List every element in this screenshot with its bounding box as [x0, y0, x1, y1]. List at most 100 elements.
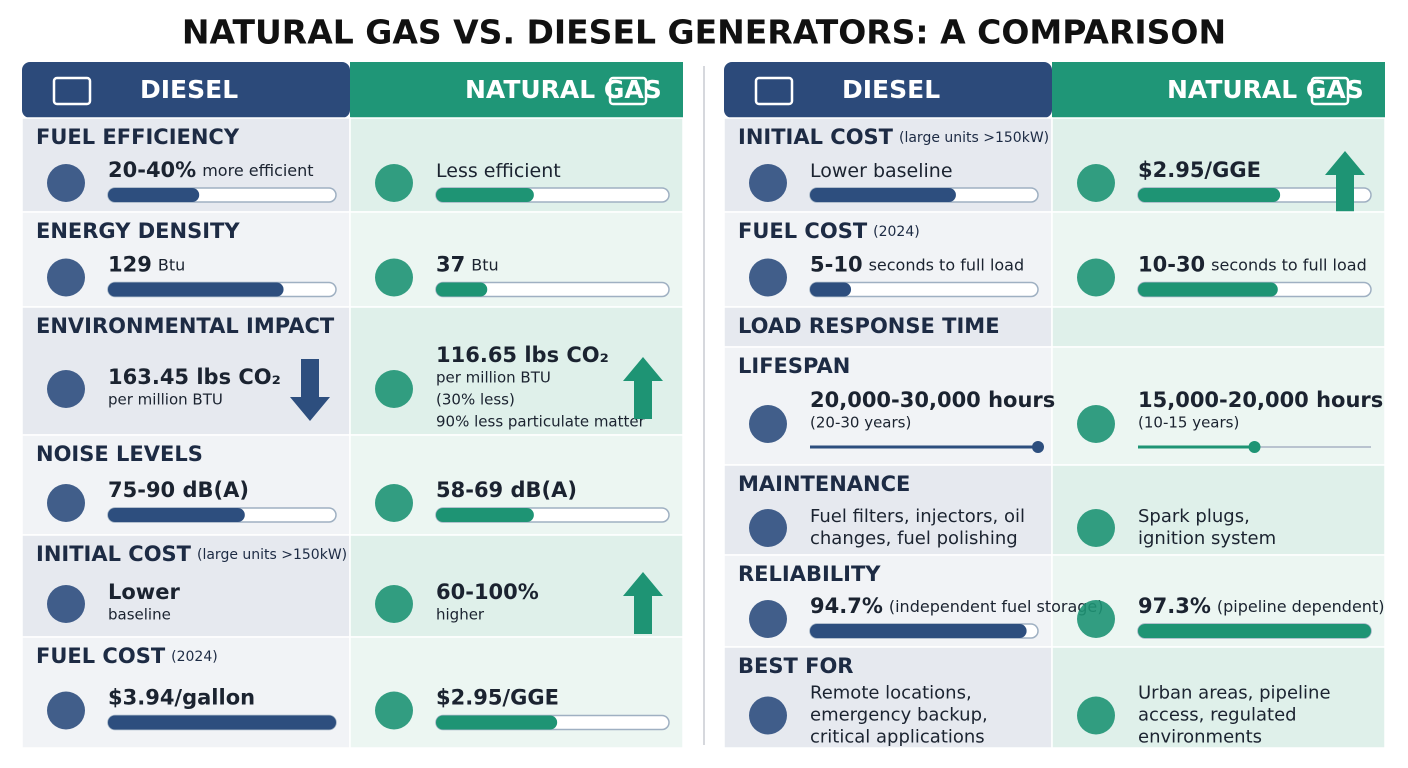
row-label: INITIAL COST (large units >150kW) — [738, 125, 1049, 149]
value-main: 10-30 — [1138, 253, 1205, 277]
trend-arrow — [623, 357, 663, 419]
cell-background — [1051, 346, 1386, 466]
value-main: 15,000-20,000 hours — [1138, 388, 1383, 412]
generator-icon — [52, 76, 92, 106]
value-main: 116.65 lbs CO₂ — [436, 343, 609, 367]
row-label-text: INITIAL COST — [738, 125, 894, 149]
icon — [47, 258, 85, 297]
icon — [375, 484, 413, 522]
value-main: $3.94/gallon — [108, 686, 255, 710]
trend-arrow — [290, 359, 330, 421]
icon — [47, 164, 85, 202]
row-label-text: LIFESPAN — [738, 354, 850, 378]
trend-arrow — [623, 572, 663, 634]
cell-line: 90% less particulate matter — [436, 413, 646, 431]
icon — [1077, 509, 1115, 547]
row-label: NOISE LEVELS — [36, 442, 203, 466]
icon — [47, 585, 85, 623]
cell-value: 60-100% — [436, 580, 539, 604]
row-label-note: (large units >150kW) — [197, 547, 347, 563]
cell-value: $3.94/gallon — [108, 686, 255, 710]
value-main: 5-10 — [810, 253, 863, 277]
row-label-text: ENERGY DENSITY — [36, 219, 240, 243]
cell-value: 20-40% more efficient — [108, 158, 314, 182]
icon — [47, 691, 85, 730]
cell-background — [723, 346, 1053, 466]
row-label: RELIABILITY — [738, 562, 881, 586]
cell-value: 15,000-20,000 hours — [1138, 388, 1383, 412]
value-text: more efficient — [202, 161, 313, 180]
cell-value: 129 Btu — [108, 253, 185, 277]
icon — [375, 258, 413, 297]
row-label: ENERGY DENSITY — [36, 219, 240, 243]
value-main: 37 — [436, 253, 465, 277]
cell-value: Lower baseline — [810, 160, 953, 182]
cell-background — [21, 534, 351, 638]
cell-value: 94.7% (independent fuel storage) — [810, 594, 1104, 618]
column-header — [350, 62, 683, 118]
cell-line: access, regulated — [1138, 705, 1297, 726]
cell-value: $2.95/GGE — [1138, 158, 1261, 182]
bar-fill — [810, 188, 956, 202]
row-label-text: FUEL EFFICIENCY — [36, 125, 240, 149]
generator-icon — [1310, 76, 1350, 106]
value-main: 58-69 dB(A) — [436, 478, 577, 502]
generator-icon — [608, 76, 648, 106]
value-main: 94.7% — [810, 594, 883, 618]
cell-value: 20,000-30,000 hours — [810, 388, 1055, 412]
row-label-text: ENVIRONMENTAL IMPACT — [36, 314, 335, 338]
cell-background — [349, 306, 684, 436]
bar-fill — [108, 715, 336, 730]
row-label-text: BEST FOR — [738, 654, 853, 678]
value-text: Lower baseline — [810, 160, 953, 182]
row-label-note: (2024) — [873, 224, 920, 240]
icon — [749, 164, 787, 202]
icon — [749, 696, 787, 735]
bar-fill — [108, 188, 200, 202]
cell-value: 58-69 dB(A) — [436, 478, 577, 502]
value-main: 163.45 lbs CO₂ — [108, 365, 281, 389]
value-main: 20,000-30,000 hours — [810, 388, 1055, 412]
row-label-note: (large units >150kW) — [899, 130, 1049, 146]
row-label-note: (2024) — [171, 649, 218, 665]
page-title: NATURAL GAS VS. DIESEL GENERATORS: A COM… — [182, 13, 1226, 52]
cell-value: 97.3% (pipeline dependent) — [1138, 594, 1384, 618]
bar-fill — [436, 188, 534, 202]
bar-fill — [108, 508, 245, 522]
value-text: seconds to full load — [1211, 255, 1367, 274]
bar-fill — [1138, 624, 1371, 638]
cell-line: Fuel filters, injectors, oil — [810, 506, 1025, 527]
bar-fill — [1138, 188, 1281, 202]
value-text: Btu — [471, 255, 498, 274]
icon — [749, 600, 787, 638]
cell-background — [349, 534, 684, 638]
slider-knob — [1248, 441, 1261, 453]
cell-line: baseline — [108, 606, 171, 624]
cell-background — [723, 464, 1053, 556]
icon — [749, 258, 787, 297]
row-label-text: RELIABILITY — [738, 562, 881, 586]
cell-line: (10-15 years) — [1138, 414, 1239, 432]
icon — [375, 691, 413, 730]
bar-fill — [436, 282, 488, 297]
icon — [1077, 258, 1115, 297]
row-label-text: FUEL COST — [738, 219, 868, 243]
value-main: 60-100% — [436, 580, 539, 604]
column-header — [1052, 62, 1385, 118]
value-main: 75-90 dB(A) — [108, 478, 249, 502]
icon — [1077, 405, 1115, 443]
cell-value: 37 Btu — [436, 253, 499, 277]
cell-line: Remote locations, — [810, 683, 972, 704]
cell-value: $2.95/GGE — [436, 686, 559, 710]
icon — [375, 164, 413, 202]
icon — [749, 509, 787, 547]
bar-fill — [436, 508, 534, 522]
icon — [1077, 164, 1115, 202]
value-text: Btu — [158, 255, 185, 274]
cell-line: (30% less) — [436, 391, 515, 409]
cell-value: 116.65 lbs CO₂ — [436, 343, 609, 367]
column-header — [22, 62, 350, 118]
cell-background — [21, 306, 351, 436]
row-label: FUEL COST (2024) — [738, 219, 920, 243]
